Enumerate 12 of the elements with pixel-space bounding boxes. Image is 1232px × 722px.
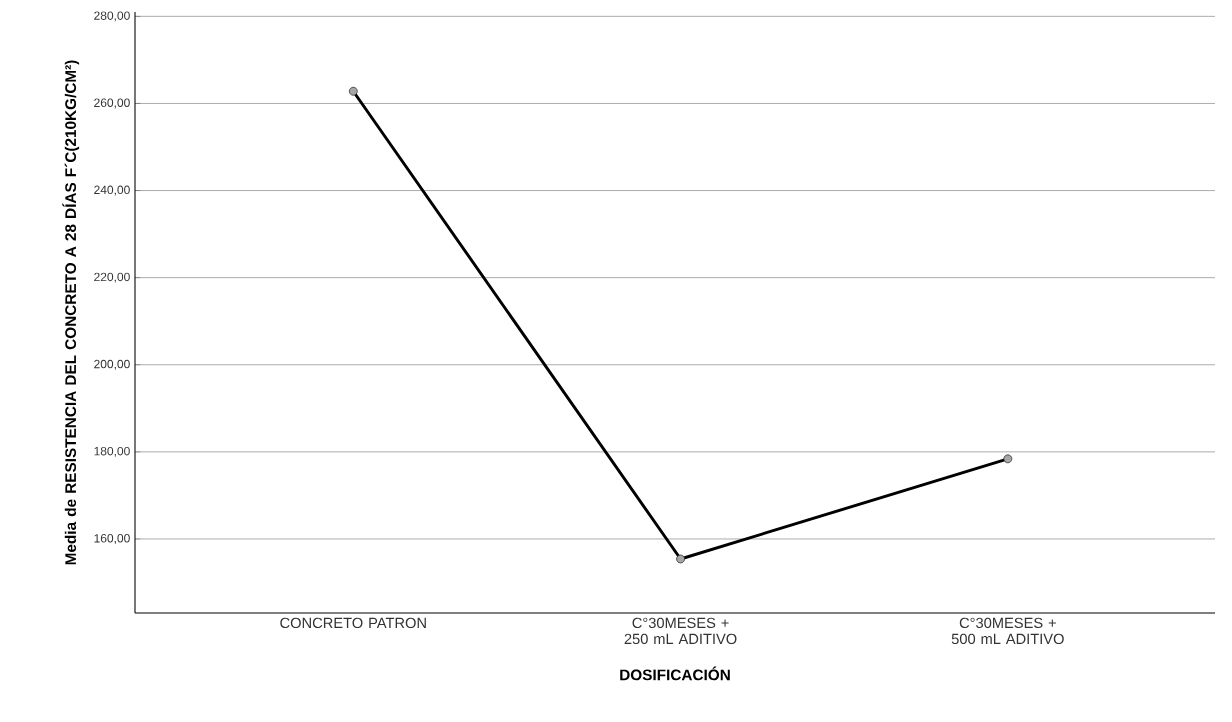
y-tick-label: 240,00	[94, 185, 130, 196]
y-tick-label: 280,00	[94, 11, 130, 22]
x-tick-label: C°30MESES + 250 mL ADITIVO	[624, 617, 737, 645]
y-tick-label: 260,00	[94, 98, 130, 109]
y-tick-label: 180,00	[94, 446, 130, 457]
y-axis-title: Media de RESISTENCIA DEL CONCRETO A 28 DÍAS F´C(210KG/CM²)	[62, 60, 80, 565]
x-tick-label: CONCRETO PATRON	[280, 617, 426, 629]
y-tick-label: 160,00	[94, 534, 130, 544]
x-axis-title: DOSIFICACIÓN	[620, 666, 730, 681]
y-tick-label: 220,00	[94, 272, 130, 283]
x-tick-label: C°30MESES + 500 mL ADITIVO	[951, 617, 1064, 645]
y-tick-label: 200,00	[94, 359, 130, 370]
